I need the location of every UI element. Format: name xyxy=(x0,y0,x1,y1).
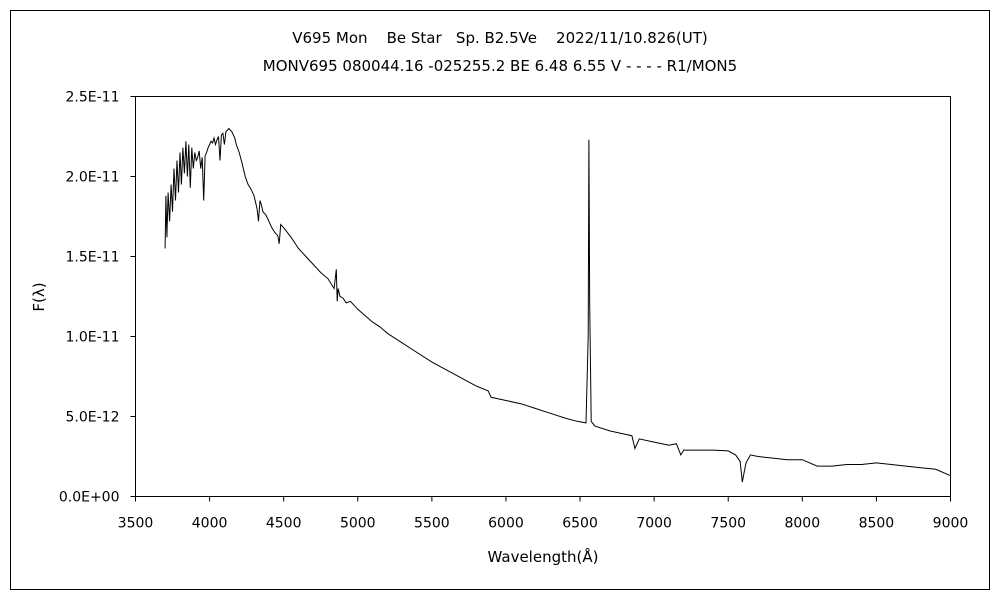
outer-border xyxy=(10,10,990,590)
chart-subtitle: MONV695 080044.16 -025255.2 BE 6.48 6.55… xyxy=(263,57,737,75)
y-tick-label: 2.0E-11 xyxy=(66,170,120,186)
y-axis-label: F(λ) xyxy=(30,282,48,311)
chart-title: V695 Mon Be Star Sp. B2.5Ve 2022/11/10.8… xyxy=(292,29,708,47)
x-tick-label: 3500 xyxy=(118,516,154,532)
x-tick-label: 7500 xyxy=(710,516,746,532)
x-tick-label: 6000 xyxy=(488,516,524,532)
x-tick-label: 7000 xyxy=(636,516,672,532)
x-tick-label: 9000 xyxy=(933,516,969,532)
x-tick-label: 8500 xyxy=(859,516,895,532)
y-tick-label: 1.5E-11 xyxy=(66,250,120,266)
y-tick-label: 5.0E-12 xyxy=(66,410,120,426)
x-axis-ticks: 3500 4000 4500 5000 5500 6000 6500 7000 7500 8000… xyxy=(118,496,969,532)
x-tick-label: 5500 xyxy=(414,516,450,532)
x-tick-label: 8000 xyxy=(784,516,820,532)
x-tick-label: 6500 xyxy=(562,516,598,532)
y-axis-ticks: 0.0E+00 5.0E-12 1.0E-11 1.5E-11 2.0E-11 2.5E-… xyxy=(59,90,136,506)
x-tick-label: 5000 xyxy=(340,516,376,532)
y-tick-label: 2.5E-11 xyxy=(66,90,120,106)
x-tick-label: 4000 xyxy=(192,516,228,532)
y-tick-label: 0.0E+00 xyxy=(59,490,120,506)
x-tick-label: 4500 xyxy=(266,516,302,532)
plot-area xyxy=(135,96,951,497)
spectrum-series-line xyxy=(164,127,951,483)
y-tick-label: 1.0E-11 xyxy=(66,330,120,346)
x-axis-label: Wavelength(Å) xyxy=(488,547,599,566)
